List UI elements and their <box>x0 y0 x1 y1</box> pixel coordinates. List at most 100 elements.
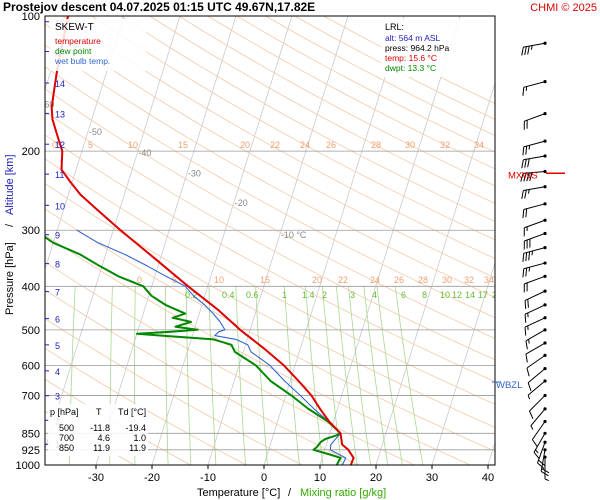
isotherm-label: -20 <box>235 198 248 208</box>
wind-barb-staff <box>523 171 546 174</box>
table-cell: 700 <box>59 433 74 443</box>
wind-barb-staff <box>524 290 546 301</box>
wind-barb-station <box>543 112 547 116</box>
isobar-lines <box>45 16 495 465</box>
background-grid: -80 °C-70-60-50-40-30-20-10 °C0510152022… <box>41 16 600 465</box>
table-cell: 11.9 <box>129 443 146 453</box>
dry-adiabat-line <box>45 88 495 339</box>
wind-barb-station <box>543 169 547 174</box>
level-table: p [hPa] T Td [°C] 500 -11.8 -19.4 700 4.… <box>48 404 148 456</box>
wind-barb <box>521 154 547 169</box>
wind-barb-flag <box>525 353 528 363</box>
pressure-tick-label: 700 <box>22 390 40 402</box>
x-axis-title-temp: Temperature [°C] <box>197 487 280 499</box>
wind-barb-station <box>543 139 547 143</box>
isotherm-line <box>207 16 349 465</box>
lrl-dwpt: dwpt: 13.3 °C <box>385 63 436 73</box>
dry-adiabat-label: 22 <box>270 140 280 150</box>
wind-barb <box>522 261 547 278</box>
mixing-ratio-line <box>336 286 358 465</box>
pressure-tick-label: 300 <box>22 225 40 237</box>
dry-adiabat-label: 26 <box>394 275 404 285</box>
x-axis-title: Temperature [°C] / Mixing ratio [g/kg] <box>197 487 386 499</box>
altitude-tick-label: 14 <box>55 79 65 89</box>
table-header-t: T <box>96 407 102 417</box>
dry-adiabat-label: 5 <box>88 140 93 150</box>
wind-barb <box>521 185 547 200</box>
dry-adiabat-label: 10 <box>128 140 138 150</box>
dry-adiabat-line <box>120 16 495 222</box>
isotherm-label: -10 °C <box>281 230 307 240</box>
dry-adiabat-label: 20 <box>312 275 322 285</box>
dry-adiabat-line <box>45 158 495 405</box>
wind-barb-flag <box>533 452 540 460</box>
wind-barb-flag <box>524 46 527 56</box>
table-cell: 11.9 <box>93 443 110 453</box>
dry-adiabat-line <box>45 110 495 361</box>
temperature-tick-label: -10 <box>200 472 216 484</box>
mixing-ratio-label: 2 <box>322 290 327 300</box>
wind-barb-station <box>543 261 547 265</box>
wind-barb-station <box>543 246 547 250</box>
wind-barb-flag <box>521 159 524 169</box>
wind-barb-staff <box>527 380 546 396</box>
dry-adiabat-line <box>45 44 495 298</box>
wind-barb-staff <box>523 203 546 210</box>
wind-barb-half-flag <box>530 425 534 430</box>
wind-barb <box>525 328 547 350</box>
wind-barb-flag <box>522 209 525 219</box>
wind-barb-station <box>543 353 547 357</box>
wind-barb <box>527 367 547 391</box>
wind-barb-station <box>543 289 547 293</box>
dry-adiabat-label: 32 <box>440 140 450 150</box>
wind-barb-flag <box>529 172 533 182</box>
wind-barb-flag <box>527 158 530 168</box>
wind-barb-half-flag <box>528 339 530 344</box>
lrl-press: press: 964.2 hPa <box>385 43 450 53</box>
wind-barb <box>522 202 547 219</box>
isotherm-lines <box>45 16 600 465</box>
wind-barb-flag <box>527 299 529 308</box>
wind-barb-station <box>543 80 547 84</box>
wind-barb-flag <box>526 172 530 182</box>
wind-barb-staff <box>533 433 546 453</box>
temperature-tick-label: 20 <box>370 472 382 484</box>
temperature-tick-label: 0 <box>261 472 267 484</box>
isotherm-line <box>151 16 293 465</box>
mixing-ratio-label: 0.2 <box>185 290 198 300</box>
wind-barb <box>521 41 547 56</box>
wind-barb-flag <box>524 300 527 309</box>
wind-barb <box>523 112 547 130</box>
isotherm-line <box>544 16 600 465</box>
wind-barb-station <box>543 448 547 452</box>
pressure-tick-label: 600 <box>22 360 40 372</box>
isotherm-label: -30 <box>188 169 201 179</box>
wind-barb-staff <box>525 342 546 355</box>
wind-barb-station <box>543 367 547 371</box>
wind-barb-flag <box>522 87 525 96</box>
wind-barb-flag <box>524 314 527 323</box>
dry-adiabat-label: 30 <box>442 275 452 285</box>
dry-adiabat-line <box>45 66 495 319</box>
isotherm-label: -60 <box>41 100 54 110</box>
wind-barb <box>531 419 547 447</box>
temperature-tick-label: 10 <box>314 472 326 484</box>
wind-barb-staff <box>523 186 546 192</box>
mixing-ratio-label: 4 <box>372 290 377 300</box>
wind-barb-flag <box>525 208 528 218</box>
wind-barb-flag <box>531 439 538 447</box>
wind-barb-staff <box>523 81 546 88</box>
legend-wetbulb: wet bulb temp. <box>54 56 110 66</box>
mixing-ratio-line <box>305 286 324 465</box>
wind-barb-half-flag <box>544 478 550 482</box>
temperature-profile-line <box>50 16 355 465</box>
isotherm-label: -50 <box>89 127 102 137</box>
mixing-ratio-line <box>165 286 169 465</box>
table-cell: -11.8 <box>90 423 110 433</box>
y-axis-title-altitude: Altitude [km] <box>4 154 16 215</box>
wbzl-label: WBZL <box>496 380 522 391</box>
altitude-tick-label: 5 <box>55 341 60 351</box>
x-axis-title-sep: / <box>288 487 292 499</box>
wind-barb <box>527 379 547 400</box>
wind-barb-staff <box>540 449 546 472</box>
